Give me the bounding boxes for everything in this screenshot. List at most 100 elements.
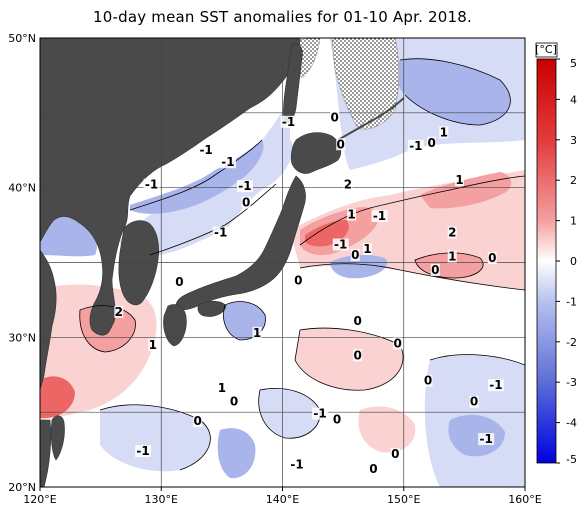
contour-label-bg xyxy=(430,263,440,276)
contour-label: -1 xyxy=(282,115,295,129)
contour-label: 1 xyxy=(455,173,463,187)
neg-anomaly-south-5 xyxy=(258,388,321,439)
contour-label-bg xyxy=(252,326,262,339)
contour-label-bg xyxy=(174,275,184,288)
colorbar-tick-label: -1 xyxy=(566,295,577,308)
latitude-tick-label: 30°N xyxy=(8,331,36,344)
longitude-tick-label: 140°E xyxy=(266,493,299,506)
kuril-islands xyxy=(337,97,405,141)
contour-label: 0 xyxy=(369,462,377,476)
pos-anomaly-south-2 xyxy=(358,406,416,453)
anomaly-fields xyxy=(40,38,525,487)
sea-ice-area xyxy=(331,38,399,130)
longitude-tick-label: 130°E xyxy=(145,493,178,506)
contour-label-bg xyxy=(371,210,388,223)
contour-label-bg xyxy=(330,111,340,124)
contour-label-bg xyxy=(447,226,457,239)
contour-label: 0 xyxy=(351,248,359,262)
contour-label: 0 xyxy=(394,336,402,350)
contour-label-bg xyxy=(393,337,403,350)
latitude-tick-label: 20°N xyxy=(8,481,36,494)
contour-label: 0 xyxy=(337,137,345,151)
contour-line xyxy=(429,354,525,366)
contour-label-bg xyxy=(427,136,437,149)
contour-label: -1 xyxy=(480,432,493,446)
neg-anomaly-south-2 xyxy=(217,428,256,479)
latitude-tick-label: 50°N xyxy=(8,32,36,45)
contour-label-bg xyxy=(217,382,227,395)
contour-label-bg xyxy=(219,156,236,169)
colorbar-unit: [°C] xyxy=(535,43,557,56)
map-title: 10-day mean SST anomalies for 01-10 Apr.… xyxy=(93,8,472,26)
contour-label: 1 xyxy=(448,250,456,264)
contour-label: 0 xyxy=(333,413,341,427)
contour-label: -1 xyxy=(221,155,234,169)
contour-label-bg xyxy=(114,305,124,318)
pos-anomaly-south-1 xyxy=(295,328,404,391)
contour-line xyxy=(79,305,136,353)
contour-label-bg xyxy=(487,252,497,265)
contour-label-bg xyxy=(148,338,158,351)
contour-label: 0 xyxy=(488,251,496,265)
contour-label-bg xyxy=(293,274,303,287)
contour-label-bg xyxy=(241,196,251,209)
contour-line xyxy=(414,252,484,279)
contour-label: -1 xyxy=(313,407,326,421)
colorbar-tick-label: -3 xyxy=(566,376,577,389)
colorbar-tick-label: 4 xyxy=(570,93,577,106)
contour-label-bg xyxy=(143,178,160,191)
contour-label-bg xyxy=(407,139,424,152)
latitude-tick-labels: 50°N 40°N 30°N 20°N xyxy=(8,32,36,494)
contour-label: 0 xyxy=(242,196,250,210)
contour-label-bg xyxy=(350,249,360,262)
contour-label: 0 xyxy=(427,136,435,150)
contour-label-bg xyxy=(229,395,239,408)
contour-label: 0 xyxy=(431,263,439,277)
neg-anomaly-south-4 xyxy=(448,414,505,457)
contour-label: 2 xyxy=(448,226,456,240)
contour-label: -1 xyxy=(238,179,251,193)
contour-label-bg xyxy=(362,243,372,256)
hokkaido xyxy=(290,132,342,174)
contour-label: -1 xyxy=(145,178,158,192)
contour-lines xyxy=(79,58,525,471)
colorbar-unit-box xyxy=(535,42,558,58)
contour-label: -1 xyxy=(199,143,212,157)
contour-label-bg xyxy=(439,126,449,139)
contour-label: 0 xyxy=(294,273,302,287)
contour-label-bg xyxy=(455,174,465,187)
contour-line xyxy=(299,175,525,246)
contour-label: 1 xyxy=(218,381,226,395)
land-mass xyxy=(40,38,405,487)
contour-label-bg xyxy=(487,379,504,392)
contour-label-bg xyxy=(478,433,495,446)
longitude-tick-label: 150°E xyxy=(387,493,420,506)
contour-label: 0 xyxy=(353,348,361,362)
longitude-tick-label: 160°E xyxy=(508,493,541,506)
contour-label-bg xyxy=(353,349,363,362)
contour-line xyxy=(149,183,277,256)
contour-label-bg xyxy=(347,208,357,221)
colorbar-tick-label: 5 xyxy=(570,57,577,70)
contour-label: 1 xyxy=(347,208,355,222)
contour-label: 1 xyxy=(253,326,261,340)
contour-label-bg xyxy=(447,250,457,263)
colorbar-tick-labels: 5 4 3 2 1 0 -1 -2 -3 -4 -5 xyxy=(556,57,577,466)
contour-line xyxy=(258,388,321,439)
contour-label-bg xyxy=(135,445,152,458)
contour-label: -1 xyxy=(373,209,386,223)
contour-label: 0 xyxy=(175,275,183,289)
contour-label: -1 xyxy=(489,378,502,392)
contour-label-bg xyxy=(353,314,363,327)
contour-label-bg xyxy=(332,238,349,251)
contour-label: 0 xyxy=(470,395,478,409)
taiwan xyxy=(50,415,65,461)
neg-anomaly-japan-sea xyxy=(120,100,294,255)
contour-label-bg xyxy=(423,374,433,387)
colorbar-tick-label: 1 xyxy=(570,215,577,228)
contour-label: -1 xyxy=(214,226,227,240)
colorbar-tick-label: -5 xyxy=(566,453,577,466)
